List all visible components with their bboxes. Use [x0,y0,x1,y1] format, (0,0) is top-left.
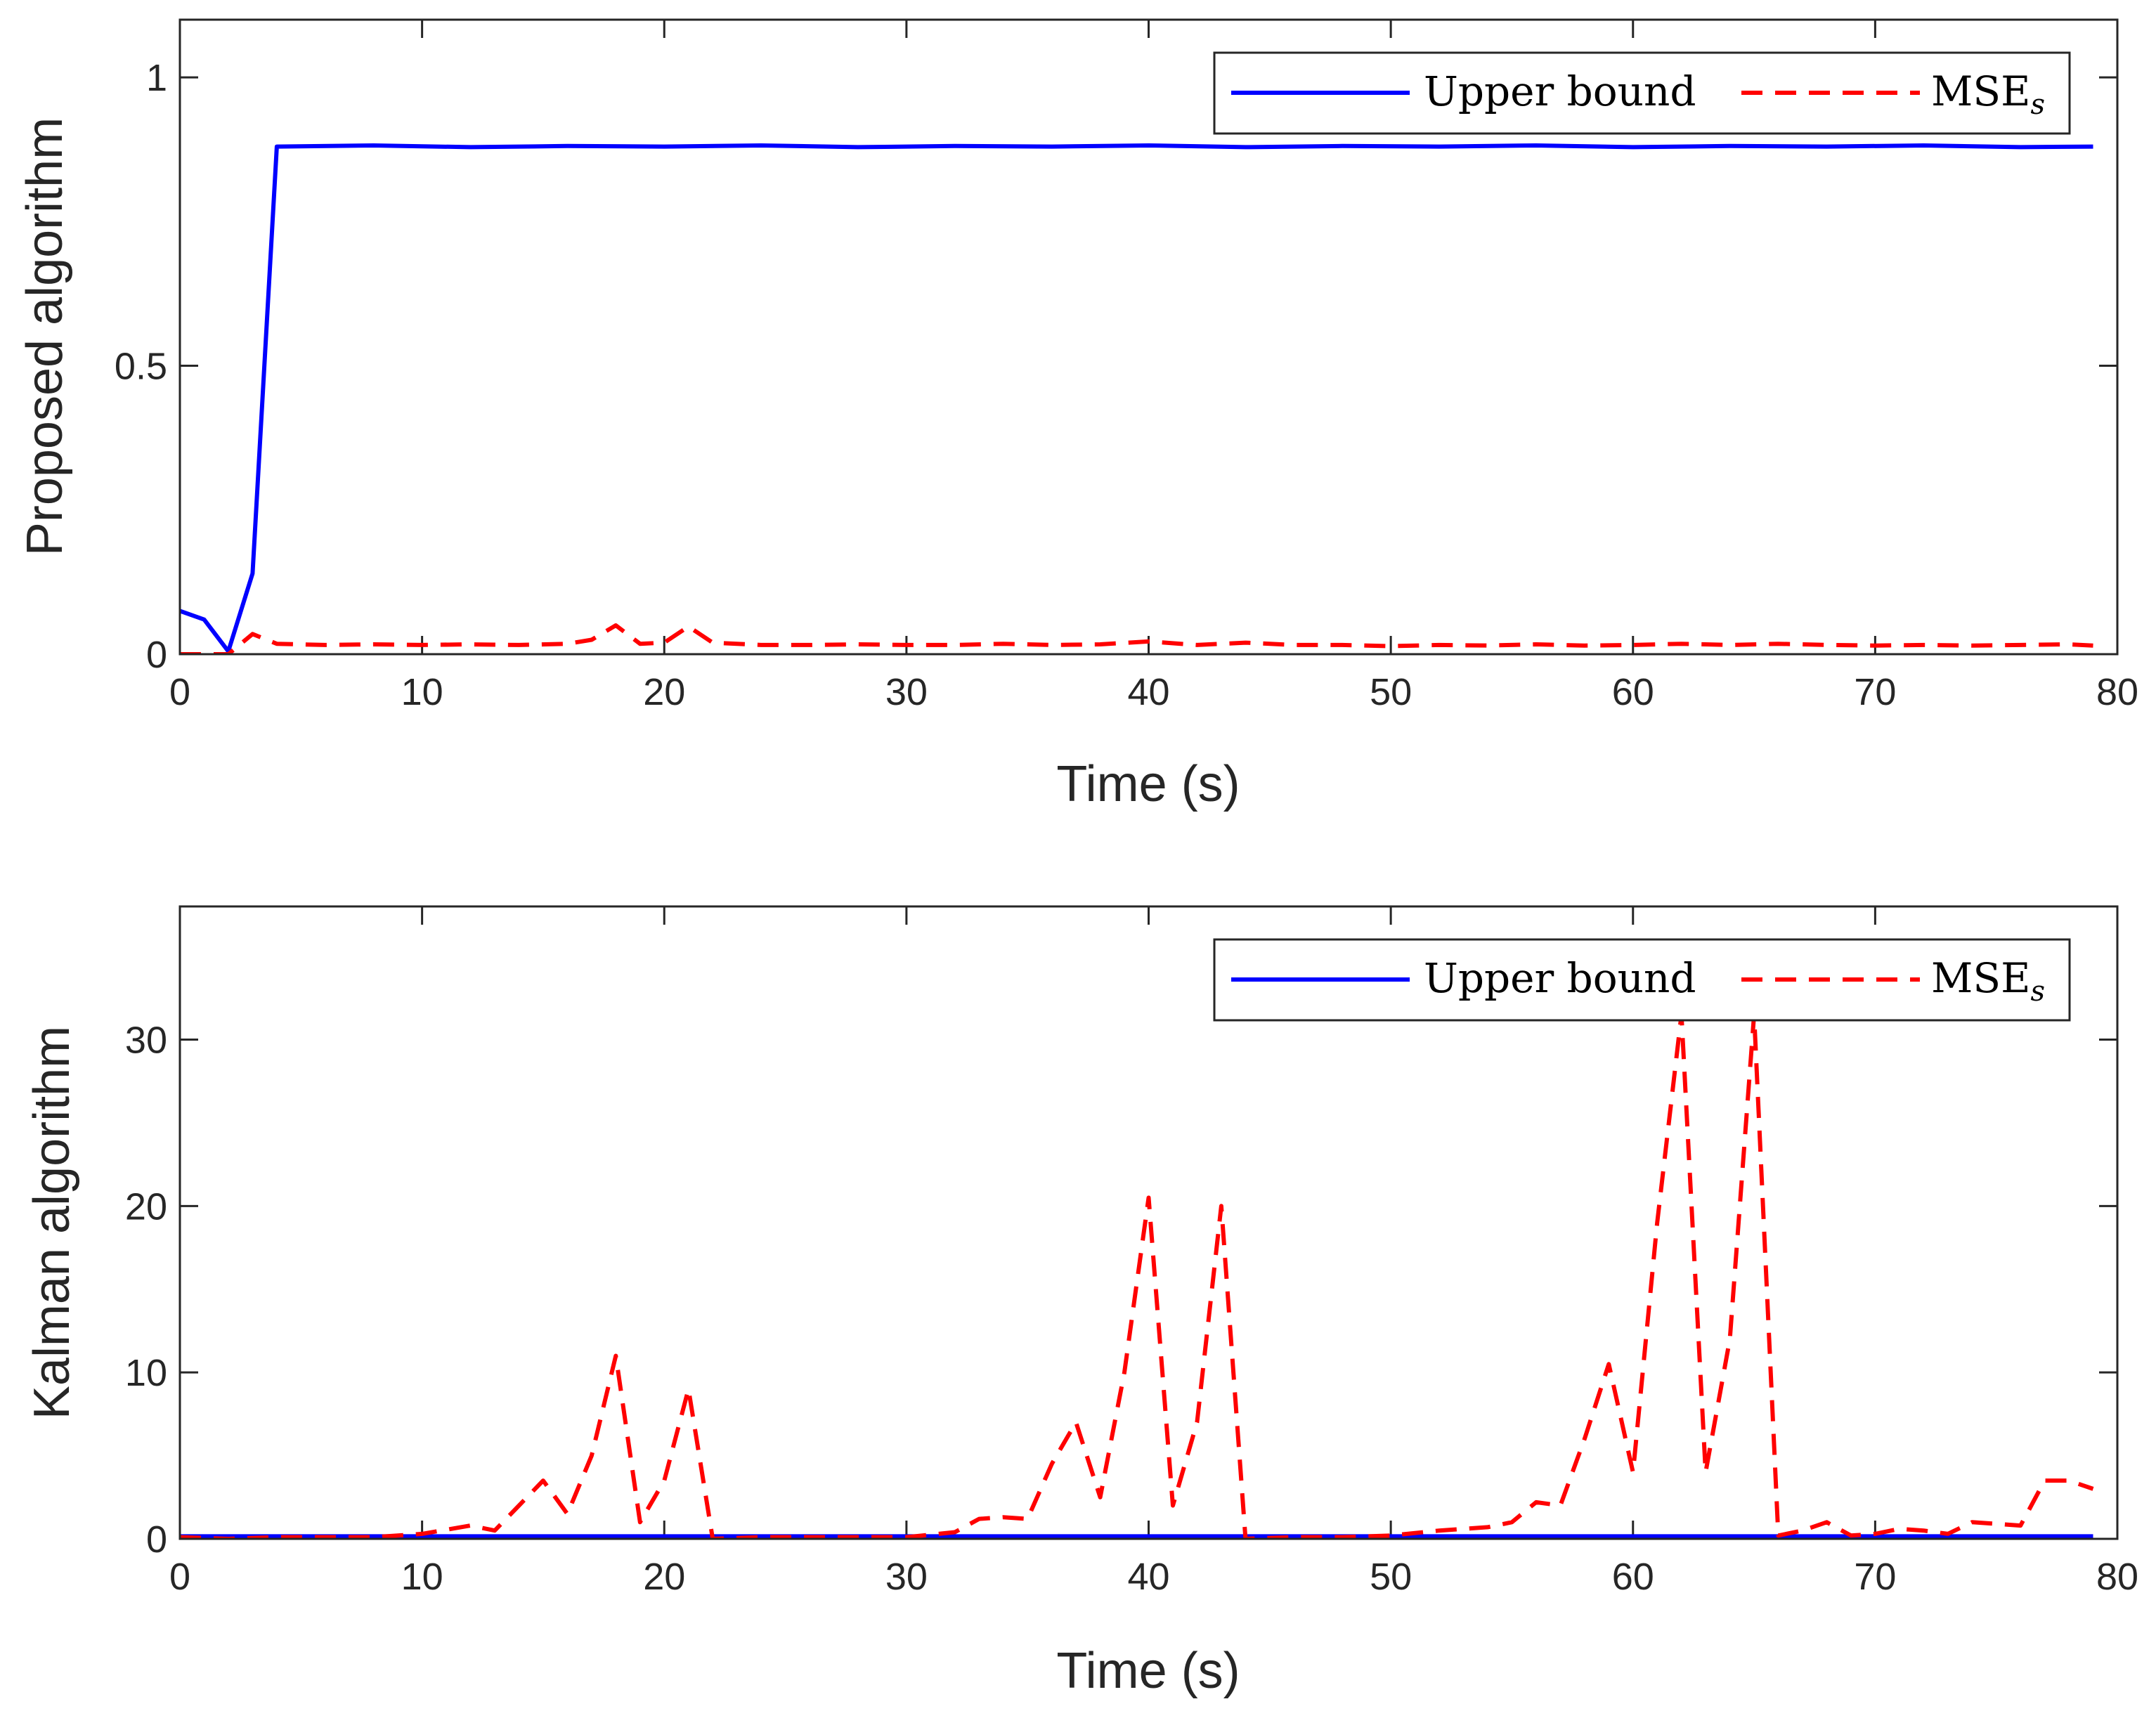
top-x-tick-label: 50 [1370,671,1412,713]
bottom-x-tick-label: 20 [643,1556,685,1598]
top-y-axis-label: Proposed algorithm [17,117,73,556]
bottom-x-tick-label: 60 [1612,1556,1654,1598]
bottom-series-mse-line [180,1012,2094,1539]
top-x-tick-label: 10 [401,671,443,713]
top-y-tick-label: 0 [146,634,167,676]
top-legend-mse-subscript: s [2030,89,2045,121]
bottom-x-tick-label: 0 [169,1556,190,1598]
bottom-legend: Upper bound MSEs [1213,938,2071,1022]
top-x-axis-label: Time (s) [1056,756,1240,812]
bottom-y-tick-label: 20 [125,1185,167,1228]
bottom-legend-mse-label: MSEs [1931,954,2045,1008]
bottom-y-axis-label: Kalman algorithm [24,1026,80,1419]
bottom-subplot: 0 10 20 30 40 50 60 70 80 0 10 20 30 Time (s) Kalman… [24,905,2138,1699]
bottom-x-tick-label: 80 [2096,1556,2138,1598]
bottom-tick-labels: 0 10 20 30 40 50 60 70 80 0 10 20 30 [125,1019,2138,1598]
top-y-tick-label: 0.5 [115,346,167,388]
top-x-tick-label: 0 [169,671,190,713]
top-legend: Upper bound MSEs [1213,51,2071,135]
top-axes-box [178,18,2119,656]
bottom-x-tick-label: 40 [1127,1556,1169,1598]
top-tick-labels: 0 10 20 30 40 50 60 70 80 0 0.5 1 [115,57,2138,713]
bottom-x-tick-label: 50 [1370,1556,1412,1598]
top-legend-mse-label: MSEs [1931,67,2045,121]
top-x-tick-label: 40 [1127,671,1169,713]
bottom-legend-mse-name: MSE [1931,954,2030,1002]
bottom-y-tick-label: 0 [146,1518,167,1561]
bottom-x-axis-label: Time (s) [1056,1643,1240,1699]
bottom-legend-mse-subscript: s [2030,975,2045,1008]
bottom-axes-box [178,905,2119,1540]
top-x-tick-label: 60 [1612,671,1654,713]
bottom-legend-upper-bound-label: Upper bound [1424,954,1696,1002]
top-series-mse-line [180,623,2093,654]
top-legend-upper-bound-label: Upper bound [1424,67,1696,115]
top-x-tick-label: 20 [643,671,685,713]
bottom-series-group [180,1012,2094,1539]
bottom-x-tick-label: 10 [401,1556,443,1598]
bottom-y-tick-label: 10 [125,1352,167,1394]
bottom-y-tick-label: 30 [125,1019,167,1061]
top-x-tick-label: 30 [885,671,928,713]
top-subplot: 0 10 20 30 40 50 60 70 80 0 0.5 1 Time (s) Proposed… [17,18,2138,812]
top-x-tick-label: 80 [2096,671,2138,713]
bottom-legend-box [1213,938,2071,1022]
top-y-tick-label: 1 [146,57,167,99]
bottom-x-tick-label: 30 [885,1556,928,1598]
top-series-upper-bound-line [180,143,2093,653]
top-legend-mse-name: MSE [1931,67,2030,115]
top-series-group [180,143,2093,654]
top-x-tick-label: 70 [1854,671,1896,713]
bottom-x-tick-label: 70 [1854,1556,1896,1598]
